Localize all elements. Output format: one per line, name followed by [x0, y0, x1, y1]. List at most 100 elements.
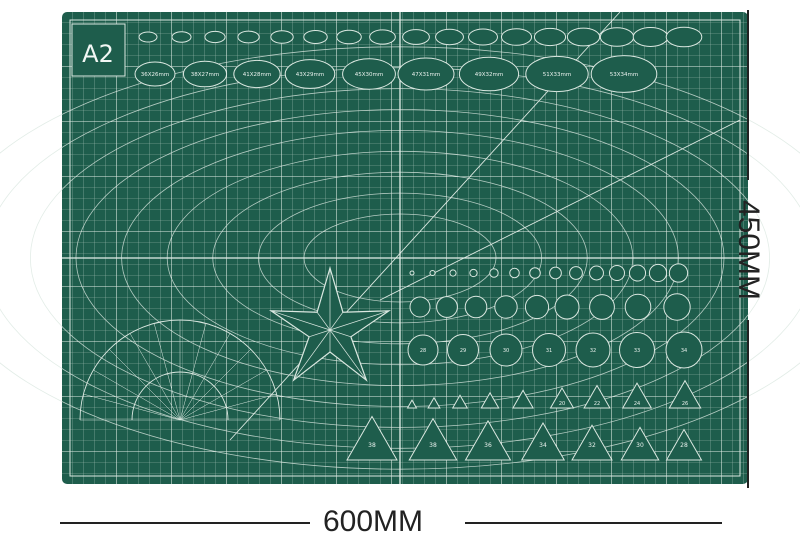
protractor-ray	[179, 393, 277, 421]
large-circle	[532, 333, 566, 367]
size-badge: A2	[82, 40, 114, 68]
small-ellipse	[171, 31, 192, 43]
shape-label: 24	[634, 401, 640, 407]
shape-label: 22	[594, 401, 600, 407]
small-ellipse	[402, 29, 430, 45]
shape-label: 51X33mm	[543, 72, 571, 78]
small-circle	[469, 268, 478, 278]
small-circle	[589, 265, 604, 281]
star-ray	[329, 329, 367, 381]
small-ellipse	[533, 27, 567, 47]
small-ellipse	[270, 30, 294, 44]
large-triangle	[520, 422, 566, 461]
large-ellipse	[134, 61, 176, 87]
shape-label: 29	[460, 348, 466, 354]
star-ray	[316, 311, 331, 331]
large-circle	[407, 334, 439, 366]
small-triangle	[583, 384, 611, 409]
small-triangle	[427, 396, 441, 409]
protractor-ray	[179, 323, 207, 421]
medium-circle	[624, 293, 652, 321]
small-ellipse	[369, 29, 396, 45]
small-circle	[429, 269, 436, 277]
medium-circle	[554, 294, 580, 320]
shape-label: 36X26mm	[141, 72, 169, 78]
shape-label: 53X34mm	[610, 72, 638, 78]
small-ellipse	[500, 28, 533, 46]
star-ray	[329, 311, 344, 331]
shape-label: 36	[484, 442, 492, 449]
large-triangle	[464, 419, 512, 461]
shape-label: 31	[546, 348, 552, 354]
small-triangle	[512, 389, 534, 409]
shape-label: 43X29mm	[296, 72, 324, 78]
shape-label: 26	[682, 401, 688, 407]
ruler-border	[69, 19, 741, 477]
small-triangle	[451, 394, 469, 409]
large-circle	[575, 332, 611, 368]
small-circle	[668, 263, 689, 283]
small-ellipse	[599, 27, 635, 47]
large-circle	[665, 331, 703, 369]
shape-label: 47X31mm	[412, 72, 440, 78]
shape-label: 38	[368, 442, 376, 449]
medium-circle	[494, 295, 518, 319]
protractor	[79, 319, 281, 421]
large-ellipse	[458, 56, 520, 92]
medium-circle	[436, 296, 458, 318]
angle-guide	[379, 119, 741, 301]
large-triangle	[571, 424, 613, 461]
small-triangle	[668, 379, 702, 409]
shape-label: 20	[559, 401, 565, 407]
small-ellipse	[336, 29, 362, 45]
small-ellipse	[204, 30, 226, 44]
large-ellipse	[525, 55, 589, 93]
medium-circle	[464, 295, 488, 319]
small-circle	[549, 266, 562, 280]
large-ellipse	[233, 59, 281, 89]
small-circle	[509, 267, 520, 279]
shape-label: 41X28mm	[243, 72, 271, 78]
large-ellipse	[284, 59, 336, 89]
protractor-ray	[83, 393, 181, 421]
large-ellipse	[397, 57, 455, 91]
medium-circle	[524, 294, 550, 320]
small-triangle	[406, 399, 418, 409]
protractor-ray	[93, 369, 181, 421]
small-circle	[609, 265, 625, 281]
shape-label: 38	[429, 442, 437, 449]
small-ellipse	[237, 30, 260, 44]
shape-label: 30	[503, 348, 509, 354]
star-ray	[329, 329, 352, 338]
star-ray	[329, 310, 390, 331]
small-triangle	[621, 382, 653, 409]
large-ellipse	[342, 58, 396, 90]
shape-label: 32	[588, 442, 596, 449]
small-circle	[648, 263, 668, 283]
small-ellipse	[303, 30, 328, 44]
star-ray	[293, 329, 331, 381]
protractor-ray	[153, 323, 181, 421]
shape-label: 49X32mm	[475, 72, 503, 78]
height-dimension-label: 450MM	[732, 199, 765, 301]
star-ray	[308, 329, 331, 338]
star-ray	[270, 310, 331, 331]
large-triangle	[346, 415, 398, 461]
medium-circle	[663, 293, 691, 321]
large-triangle	[665, 428, 703, 461]
star-rays	[270, 268, 390, 381]
shape-label: 32	[590, 348, 596, 354]
shape-label: 45X30mm	[355, 72, 383, 78]
small-circle	[529, 267, 541, 279]
shape-label: 34	[539, 442, 547, 449]
shape-label: 34	[681, 348, 687, 354]
large-ellipse	[590, 55, 658, 93]
large-circle	[447, 334, 479, 366]
protractor-ray	[129, 333, 181, 421]
small-circle	[489, 268, 499, 278]
width-dimension-label: 600MM	[323, 505, 424, 538]
small-ellipse	[435, 28, 464, 46]
large-ellipse	[182, 60, 228, 88]
small-triangle	[480, 391, 500, 409]
